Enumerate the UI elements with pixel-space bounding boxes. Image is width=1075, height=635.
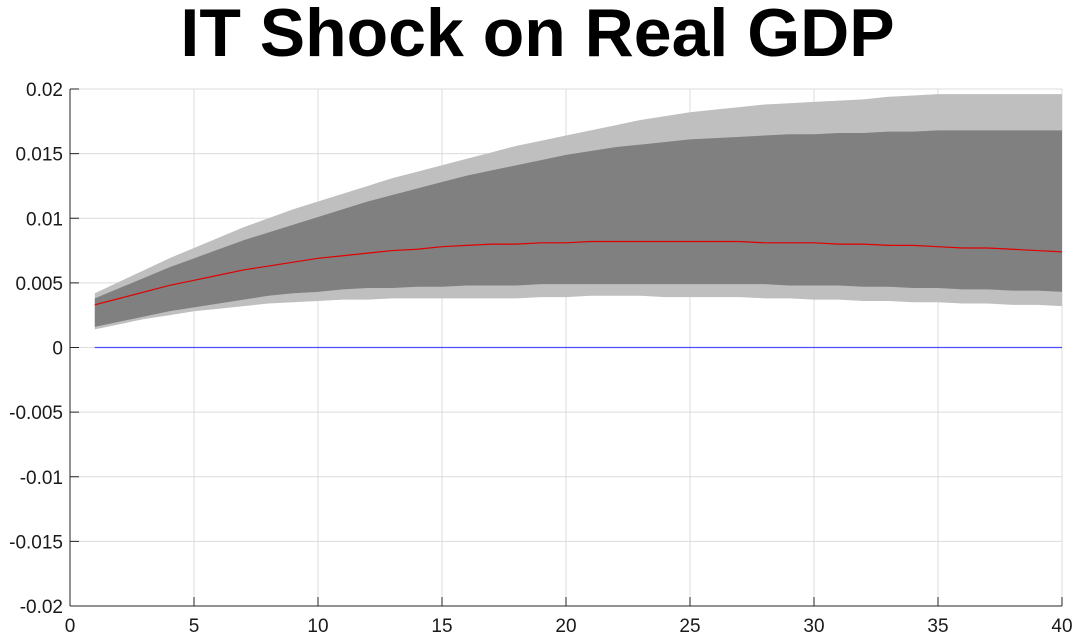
y-tick-label: -0.015 <box>9 532 63 553</box>
tick-layer: 0 5 10 15 20 25 30 35 40 0.02 0.015 0.01 0.005 0 -0.00… <box>9 80 1072 635</box>
chart-title: IT Shock on Real GDP <box>180 0 895 71</box>
y-tick-label: -0.02 <box>20 597 63 618</box>
y-tick-label: -0.01 <box>20 468 63 489</box>
x-tick-label: 25 <box>679 616 700 635</box>
y-tick-label: -0.005 <box>9 403 63 424</box>
x-tick-label: 5 <box>189 616 200 635</box>
x-tick-label: 40 <box>1051 616 1072 635</box>
inner-band-area <box>94 130 1063 327</box>
y-tick-label: 0.02 <box>26 80 63 101</box>
band-layer <box>94 94 1063 330</box>
x-tick-label: 10 <box>307 616 328 635</box>
x-tick-label: 15 <box>431 616 452 635</box>
median-line <box>94 240 1063 306</box>
y-tick-label: 0 <box>52 339 63 360</box>
x-tick-label: 20 <box>555 616 576 635</box>
y-tick-label: 0.01 <box>26 209 63 230</box>
line-layer <box>94 240 1063 349</box>
y-tick-label: 0.005 <box>15 274 63 295</box>
x-tick-label: 0 <box>65 616 76 635</box>
axes-layer <box>69 88 1063 607</box>
x-tick-label: 30 <box>803 616 824 635</box>
y-tick-label: 0.015 <box>15 145 63 166</box>
x-tick-label: 35 <box>927 616 948 635</box>
